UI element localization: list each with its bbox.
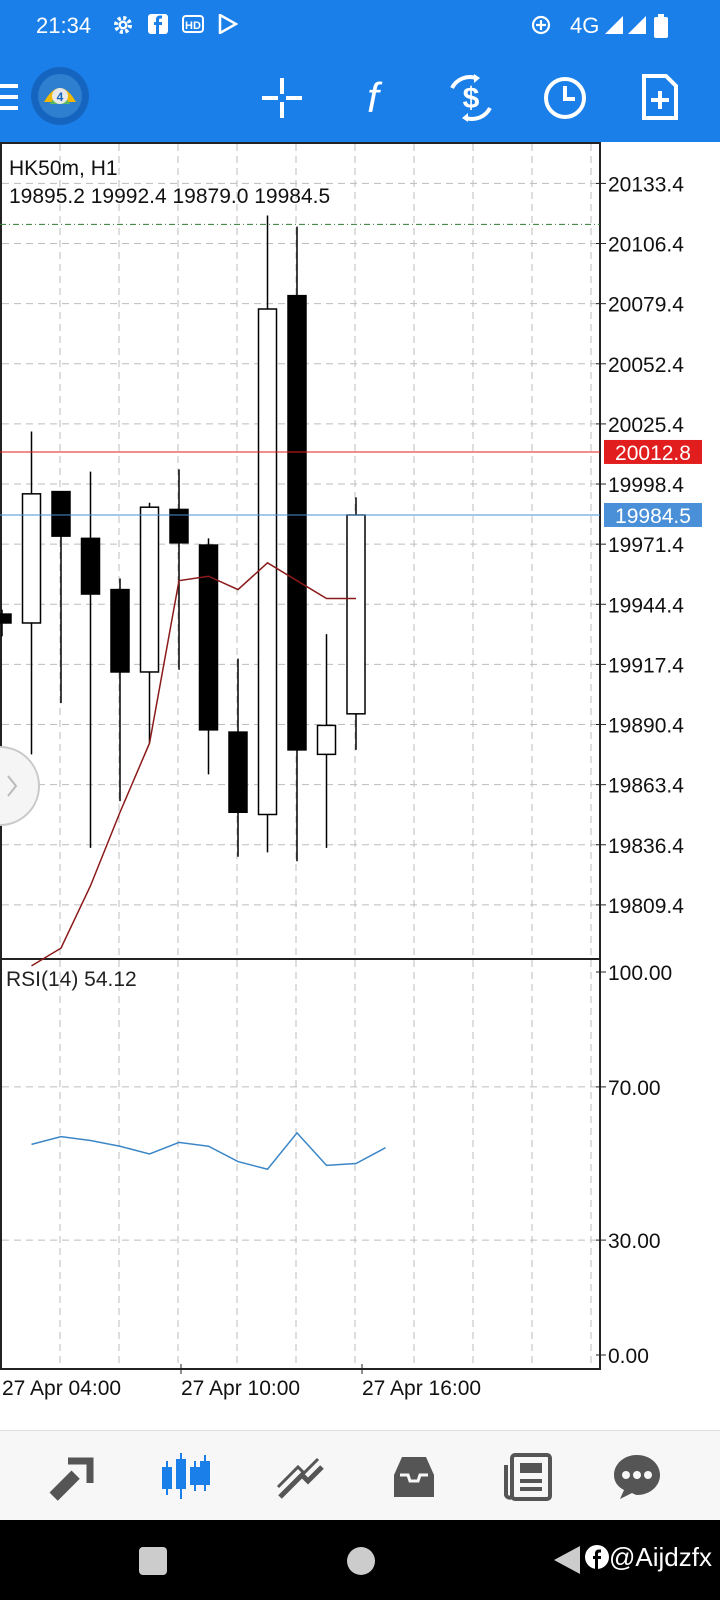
rsi-axis: 100.00 70.00 30.00 0.00	[596, 962, 672, 1368]
ohlc-label: 19895.2 19992.4 19879.0 19984.5	[9, 185, 330, 208]
price-tick-label: 19863.4	[608, 775, 684, 798]
home-button[interactable]	[346, 1546, 376, 1581]
svg-text:HD: HD	[185, 20, 201, 32]
bullish-candle	[346, 514, 366, 715]
symbol-label: HK50m, H1	[9, 157, 118, 180]
timeframe-icon[interactable]	[543, 76, 587, 125]
rsi-indicator	[31, 1131, 386, 1171]
current-price-badge	[604, 502, 702, 527]
bearish-candle	[198, 544, 219, 731]
chevron-right-icon[interactable]	[7, 775, 18, 797]
rsi-label: RSI(14) 54.12	[6, 968, 137, 991]
rsi-tick-label: 70.00	[608, 1077, 661, 1100]
back-button[interactable]	[552, 1544, 582, 1581]
time-axis: 27 Apr 04:00 27 Apr 10:00 27 Apr 16:00	[2, 1364, 481, 1400]
network-type: 4G	[570, 13, 600, 38]
watermark-text: @Aijdzfx	[609, 1542, 712, 1572]
time-tick-label: 27 Apr 04:00	[2, 1377, 121, 1400]
bottom-navigation	[0, 1430, 720, 1521]
chart-toolbar: 4 f $	[0, 52, 720, 142]
recents-button[interactable]	[138, 1546, 168, 1581]
quotes-icon[interactable]	[48, 1453, 98, 1506]
rsi-line	[31, 1131, 386, 1171]
facebook-icon	[585, 1545, 610, 1569]
svg-text:f: f	[367, 74, 383, 120]
trade-icon[interactable]	[276, 1453, 326, 1506]
price-tick-label: 19944.4	[608, 594, 684, 617]
bullish-candle	[139, 506, 160, 673]
data-saver-icon	[530, 14, 552, 41]
trade-icon[interactable]: $	[446, 74, 496, 127]
bullish-candle	[257, 308, 278, 816]
expand-handle[interactable]	[0, 746, 40, 826]
price-tick-label: 20133.4	[608, 173, 684, 196]
hd-icon: HD	[182, 14, 204, 39]
bearish-candle	[169, 508, 189, 544]
status-bar: 21:34 HD 4G	[0, 0, 720, 52]
svg-text:4: 4	[57, 90, 64, 104]
bullish-candle	[316, 724, 337, 756]
rsi-tick-label: 30.00	[608, 1230, 661, 1253]
indicators-icon[interactable]: f	[356, 74, 390, 125]
menu-icon[interactable]	[0, 82, 20, 117]
status-time: 21:34	[36, 13, 92, 38]
chart-canvas[interactable]: 20133.4 20106.4 20079.4 20052.4 20025.4 19998…	[0, 142, 720, 1430]
time-tick-label: 27 Apr 10:00	[181, 1377, 300, 1400]
price-axis: 20133.4 20106.4 20079.4 20052.4 20025.4 19998…	[596, 173, 684, 918]
time-tick-label: 27 Apr 16:00	[362, 1377, 481, 1400]
bearish-candle	[0, 613, 12, 624]
price-tick-label: 20052.4	[608, 354, 684, 377]
price-tick-label: 19809.4	[608, 895, 684, 918]
facebook-icon	[148, 14, 168, 39]
chart-icon[interactable]	[160, 1453, 212, 1506]
settings-icon	[112, 14, 134, 41]
moving-average	[31, 561, 356, 967]
bearish-candle	[228, 731, 248, 814]
messages-icon[interactable]	[612, 1453, 662, 1506]
price-tick-label: 19998.4	[608, 474, 684, 497]
new-order-icon[interactable]	[642, 74, 678, 125]
red-price-label: 20012.8	[615, 442, 691, 465]
history-icon[interactable]	[390, 1453, 438, 1506]
price-tick-label: 20025.4	[608, 414, 684, 437]
bearish-candle	[80, 537, 101, 595]
grid	[2, 144, 600, 1368]
price-tick-label: 19917.4	[608, 654, 684, 677]
bearish-candle	[51, 490, 71, 537]
price-tick-label: 19971.4	[608, 534, 684, 557]
ma-line	[31, 561, 356, 967]
price-tick-label: 19890.4	[608, 715, 684, 738]
bullish-candle	[21, 493, 42, 624]
bearish-candle	[110, 588, 130, 673]
system-navigation: @Aijdzfx	[0, 1520, 720, 1600]
chart-area[interactable]: 20133.4 20106.4 20079.4 20052.4 20025.4 19998…	[0, 142, 720, 1430]
bearish-candle	[287, 294, 307, 751]
watermark: @Aijdzfx	[585, 1542, 712, 1573]
red-price-badge	[604, 439, 702, 464]
metatrader-logo[interactable]: 4	[30, 66, 90, 131]
news-icon[interactable]	[504, 1453, 552, 1506]
current-price-label: 19984.5	[615, 505, 691, 528]
crosshair-icon[interactable]	[260, 76, 304, 125]
rsi-tick-label: 0.00	[608, 1345, 649, 1368]
play-store-icon	[218, 12, 239, 39]
signal-icon	[603, 14, 625, 41]
price-tick-label: 20079.4	[608, 294, 684, 317]
price-tick-label: 20106.4	[608, 234, 684, 257]
svg-text:$: $	[463, 82, 480, 115]
candles	[0, 215, 366, 862]
signal-icon	[626, 14, 648, 41]
rsi-tick-label: 100.00	[608, 962, 672, 985]
rsi-panel-frame	[0, 958, 601, 1370]
price-tick-label: 19836.4	[608, 835, 684, 858]
battery-icon	[654, 14, 668, 43]
